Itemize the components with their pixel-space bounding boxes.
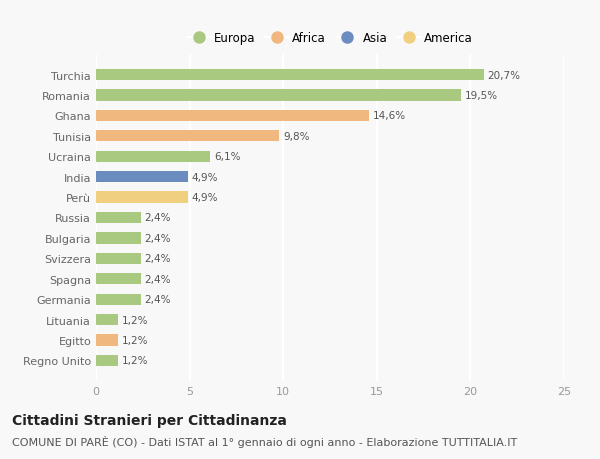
Text: 14,6%: 14,6% bbox=[373, 111, 406, 121]
Text: COMUNE DI PARÈ (CO) - Dati ISTAT al 1° gennaio di ogni anno - Elaborazione TUTTI: COMUNE DI PARÈ (CO) - Dati ISTAT al 1° g… bbox=[12, 435, 517, 447]
Bar bbox=[96, 355, 118, 366]
Text: 1,2%: 1,2% bbox=[122, 335, 149, 345]
Text: 1,2%: 1,2% bbox=[122, 315, 149, 325]
Bar bbox=[96, 213, 141, 224]
Bar bbox=[96, 151, 210, 162]
Bar bbox=[96, 274, 141, 285]
Text: 9,8%: 9,8% bbox=[283, 132, 310, 141]
Bar bbox=[96, 172, 188, 183]
Bar bbox=[96, 335, 118, 346]
Text: 2,4%: 2,4% bbox=[145, 213, 171, 223]
Bar bbox=[96, 131, 280, 142]
Bar bbox=[96, 233, 141, 244]
Text: 2,4%: 2,4% bbox=[145, 254, 171, 264]
Text: Cittadini Stranieri per Cittadinanza: Cittadini Stranieri per Cittadinanza bbox=[12, 414, 287, 428]
Bar bbox=[96, 90, 461, 101]
Text: 20,7%: 20,7% bbox=[487, 71, 520, 80]
Text: 19,5%: 19,5% bbox=[465, 91, 498, 101]
Text: 1,2%: 1,2% bbox=[122, 356, 149, 365]
Text: 4,9%: 4,9% bbox=[191, 193, 218, 203]
Text: 6,1%: 6,1% bbox=[214, 152, 241, 162]
Text: 4,9%: 4,9% bbox=[191, 172, 218, 182]
Bar bbox=[96, 294, 141, 305]
Text: 2,4%: 2,4% bbox=[145, 295, 171, 304]
Bar bbox=[96, 70, 484, 81]
Bar bbox=[96, 253, 141, 264]
Legend: Europa, Africa, Asia, America: Europa, Africa, Asia, America bbox=[184, 28, 476, 48]
Bar bbox=[96, 111, 370, 122]
Bar bbox=[96, 192, 188, 203]
Text: 2,4%: 2,4% bbox=[145, 233, 171, 243]
Text: 2,4%: 2,4% bbox=[145, 274, 171, 284]
Bar bbox=[96, 314, 118, 325]
